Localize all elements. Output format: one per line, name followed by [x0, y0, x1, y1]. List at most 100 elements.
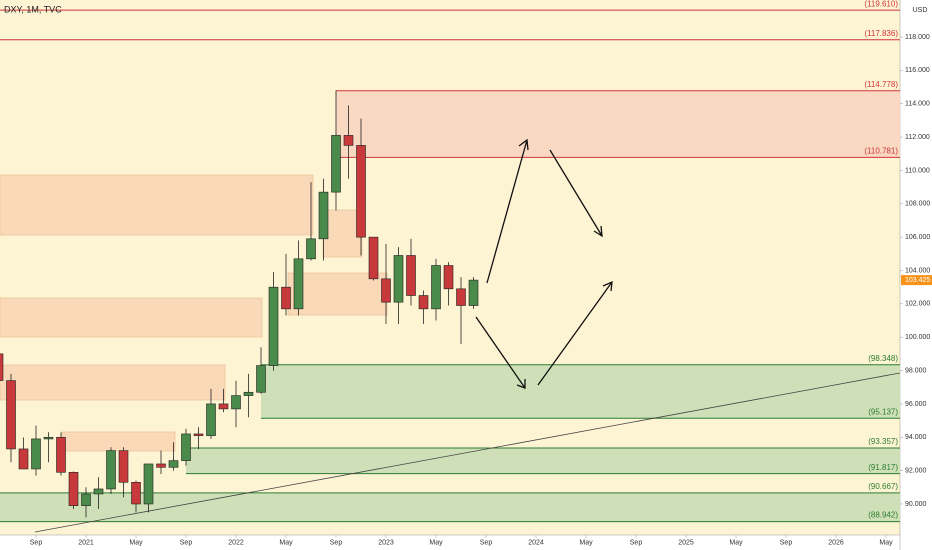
x-tick-label: May: [879, 539, 893, 546]
y-tick-label: 94.000: [905, 434, 927, 441]
candle-body: [43, 436, 54, 440]
x-tick-label: 2025: [678, 539, 694, 546]
arrow: [537, 280, 613, 386]
candle-body: [368, 236, 379, 280]
last-price-box: [901, 275, 932, 286]
candle-body: [418, 295, 429, 310]
candle-body: [293, 258, 304, 310]
last-price-label: 103.425: [905, 277, 930, 284]
box: [0, 364, 226, 401]
zone: [261, 364, 900, 419]
axes: 90.000 92.000 94.000 96.000 98.000 100.000 102…: [30, 34, 932, 546]
time-axis: [0, 535, 900, 550]
x-tick-label: Sep: [780, 539, 793, 546]
zone-label: (110.781): [864, 147, 898, 156]
candle-body: [268, 286, 279, 366]
x-tick-label: May: [429, 539, 443, 546]
candle-body: [331, 135, 341, 193]
candle-body: [31, 438, 41, 470]
candle-body: [468, 279, 479, 306]
y-tick-label: 106.000: [905, 234, 930, 241]
arrows: [475, 138, 613, 389]
candle-body: [456, 288, 466, 306]
chart-title: DXY, 1M, TVC: [4, 4, 62, 14]
candle-body: [256, 365, 266, 393]
y-tick-label: 118.000: [905, 34, 930, 41]
zone: [336, 90, 900, 158]
box: [322, 209, 363, 258]
y-tick-label: 102.000: [905, 301, 930, 308]
box: [0, 174, 314, 236]
candle-body: [443, 265, 454, 290]
candle-body: [406, 255, 416, 296]
x-tick-label: Sep: [480, 539, 493, 546]
zone-label: (90.667): [868, 482, 898, 491]
candle-body: [356, 145, 366, 238]
y-tick-label: 112.000: [905, 134, 930, 141]
y-tick-label: 110.000: [905, 167, 930, 174]
candle-body: [181, 433, 191, 461]
box: [287, 272, 388, 316]
candle-body: [143, 463, 154, 505]
x-tick-label: Sep: [30, 539, 43, 546]
zone-label: (93.357): [868, 437, 898, 446]
candle-body: [0, 353, 4, 381]
y-tick-label: 114.000: [905, 101, 930, 108]
candle-body: [131, 482, 141, 505]
arrow: [486, 138, 529, 284]
box: [0, 297, 263, 338]
candle-body: [168, 460, 179, 468]
zone-label: (91.817): [868, 463, 898, 472]
candle-body: [281, 286, 291, 310]
supply-demand-boxes: [0, 174, 388, 452]
y-tick-label: 116.000: [905, 67, 930, 74]
candle-body: [206, 403, 216, 436]
x-tick-label: 2022: [228, 539, 244, 546]
x-tick-label: 2024: [528, 539, 544, 546]
y-tick-label: 108.000: [905, 201, 930, 208]
level-label: (117.836): [864, 29, 898, 38]
zone-label: (88.942): [868, 511, 898, 520]
x-tick-label: 2021: [78, 539, 94, 546]
candle-body: [393, 255, 404, 303]
x-tick-label: May: [729, 539, 743, 546]
x-tick-label: Sep: [180, 539, 193, 546]
candles: [0, 90, 479, 518]
x-tick-label: Sep: [630, 539, 643, 546]
zone: [186, 447, 900, 474]
candle-body: [118, 450, 129, 483]
candle-body: [81, 493, 91, 506]
zone-label: (95.137): [868, 407, 898, 416]
arrow: [549, 149, 603, 238]
candle-body: [68, 471, 79, 506]
x-tick-label: May: [129, 539, 143, 546]
trendline: [34, 372, 901, 533]
arrow: [475, 316, 526, 389]
candle-body: [431, 265, 441, 310]
y-tick-label: 92.000: [905, 467, 927, 474]
candle-body: [243, 391, 254, 396]
price-axis: [900, 0, 932, 550]
candle-body: [106, 450, 116, 490]
candle-body: [318, 191, 329, 240]
y-tick-label: 98.000: [905, 367, 927, 374]
y-tick-label: 96.000: [905, 401, 927, 408]
x-tick-label: 2026: [828, 539, 844, 546]
zone-label: (114.778): [864, 80, 898, 89]
candle-body: [343, 135, 354, 146]
y-tick-label: 104.000: [905, 267, 930, 274]
box: [61, 431, 176, 452]
x-tick-label: May: [579, 539, 593, 546]
y-tick-label: 100.000: [905, 334, 930, 341]
candle-body: [218, 403, 229, 410]
candle-body: [93, 488, 104, 495]
candle-body: [231, 395, 241, 410]
zones: (119.610) (117.836) (114.778) (110.781) (98.…: [0, 0, 900, 523]
currency: USD: [913, 7, 928, 14]
level-label: (119.610): [864, 0, 898, 8]
candle-body: [306, 238, 316, 260]
candle-body: [381, 278, 391, 303]
x-tick-label: 2023: [378, 539, 394, 546]
